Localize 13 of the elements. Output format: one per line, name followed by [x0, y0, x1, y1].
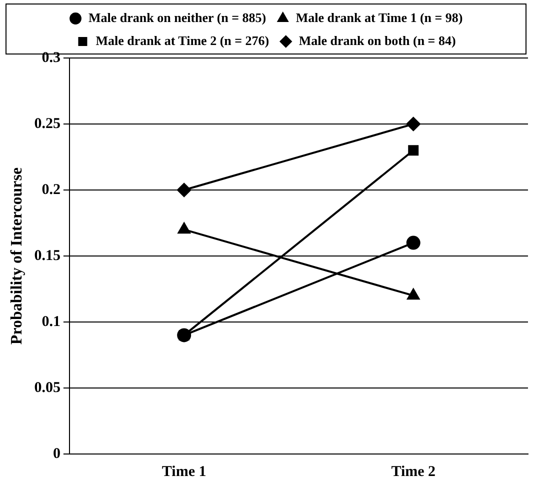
- y-tick-label: 0.1: [42, 314, 60, 330]
- y-tick-label: 0.15: [34, 248, 60, 264]
- x-tick-label: Time 2: [391, 464, 436, 480]
- x-tick-label: Time 1: [162, 464, 206, 480]
- legend-label: Male drank at Time 1 (n = 98): [296, 10, 463, 25]
- y-tick-label: 0.25: [34, 116, 60, 132]
- y-axis-title: Probability of Intercourse: [8, 167, 26, 345]
- legend-label: Male drank at Time 2 (n = 276): [96, 32, 270, 48]
- y-tick-label: 0.2: [42, 182, 60, 198]
- y-tick-label: 0: [52, 446, 60, 462]
- legend-label: Male drank on neither (n = 885): [88, 10, 266, 25]
- legend-label: Male drank on both (n = 84): [298, 32, 456, 48]
- y-tick-label: 0.05: [34, 380, 60, 396]
